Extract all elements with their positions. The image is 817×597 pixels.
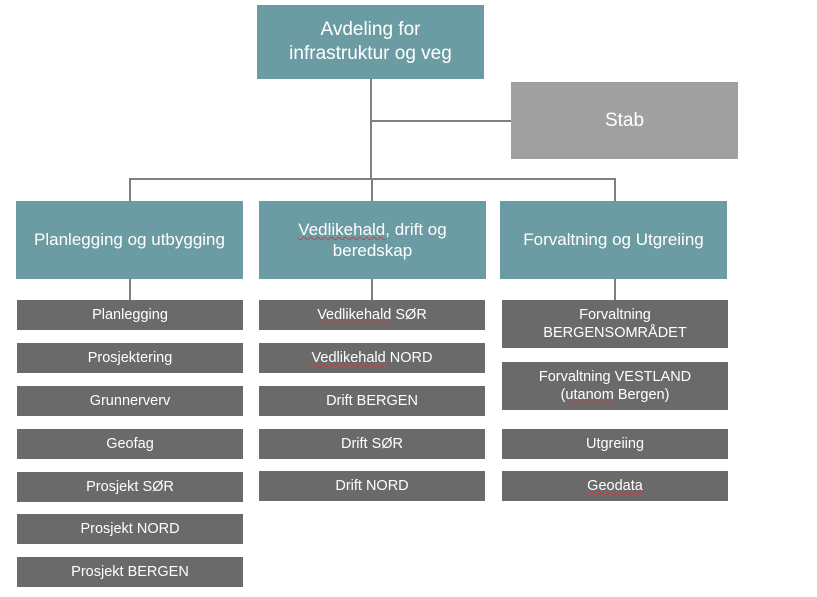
org-item: Vedlikehald NORD	[259, 343, 485, 373]
org-stab-label: Stab	[605, 109, 644, 133]
org-item: Prosjekt SØR	[17, 472, 243, 502]
org-item: Utgreiing	[502, 429, 728, 459]
connector	[370, 79, 372, 180]
org-item-label: Drift NORD	[335, 477, 408, 495]
connector	[129, 279, 131, 301]
connector	[370, 120, 511, 122]
org-item-label: Grunnerverv	[90, 392, 171, 410]
org-item: ForvaltningBERGENSOMRÅDET	[502, 300, 728, 348]
org-item: Drift NORD	[259, 471, 485, 501]
org-item-label: Vedlikehald SØR	[317, 306, 427, 324]
connector	[129, 178, 131, 202]
org-stab: Stab	[511, 82, 738, 159]
org-item-label: Prosjekt BERGEN	[71, 563, 189, 581]
org-root: Avdeling for infrastruktur og veg	[257, 5, 484, 79]
org-item: Forvaltning VESTLAND(utanom Bergen)	[502, 362, 728, 410]
org-item: Grunnerverv	[17, 386, 243, 416]
col-header-label: Vedlikehald, drift og beredskap	[298, 219, 446, 262]
org-item: Planlegging	[17, 300, 243, 330]
org-item: Prosjektering	[17, 343, 243, 373]
org-item: Vedlikehald SØR	[259, 300, 485, 330]
connector	[614, 279, 616, 301]
col-header-forvaltning: Forvaltning og Utgreiing	[500, 201, 727, 279]
org-item-label: Utgreiing	[586, 435, 644, 453]
col-header-label: Forvaltning og Utgreiing	[523, 229, 703, 250]
org-item-label: ForvaltningBERGENSOMRÅDET	[543, 306, 686, 342]
col-header-label: Planlegging og utbygging	[34, 229, 225, 250]
org-item-label: Drift SØR	[341, 435, 403, 453]
org-item-label: Geodata	[587, 477, 643, 495]
org-item: Geofag	[17, 429, 243, 459]
connector	[371, 178, 373, 202]
org-item: Drift BERGEN	[259, 386, 485, 416]
org-root-label: Avdeling for infrastruktur og veg	[289, 18, 452, 66]
org-item-label: Forvaltning VESTLAND(utanom Bergen)	[539, 368, 691, 404]
org-item: Prosjekt BERGEN	[17, 557, 243, 587]
col-header-vedlikehald: Vedlikehald, drift og beredskap	[259, 201, 486, 279]
org-item: Drift SØR	[259, 429, 485, 459]
org-item-label: Drift BERGEN	[326, 392, 418, 410]
org-item-label: Prosjektering	[88, 349, 173, 367]
org-item-label: Prosjekt SØR	[86, 478, 174, 496]
org-item-label: Vedlikehald NORD	[312, 349, 433, 367]
org-item-label: Planlegging	[92, 306, 168, 324]
connector	[371, 279, 373, 301]
org-item: Geodata	[502, 471, 728, 501]
org-item: Prosjekt NORD	[17, 514, 243, 544]
org-item-label: Geofag	[106, 435, 154, 453]
org-item-label: Prosjekt NORD	[80, 520, 179, 538]
col-header-planlegging: Planlegging og utbygging	[16, 201, 243, 279]
connector	[614, 178, 616, 202]
